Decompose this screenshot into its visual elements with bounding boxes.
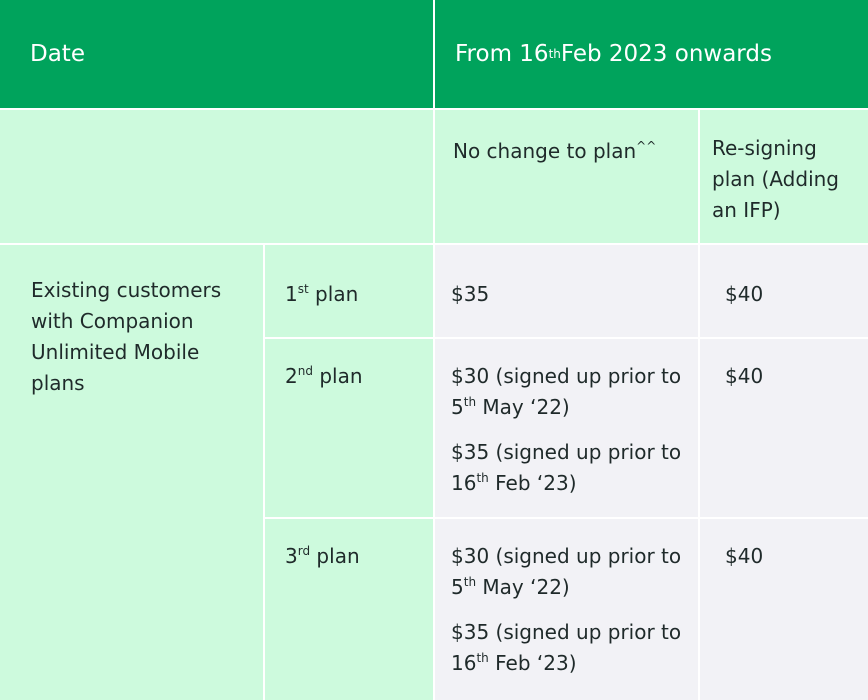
text: plan (312, 364, 363, 388)
text: May ‘22) (476, 395, 570, 419)
text: Feb ‘23) (488, 471, 577, 495)
superscript: rd (297, 544, 311, 558)
text: 1 (285, 282, 298, 306)
text: Date (30, 40, 85, 67)
text: Feb 2023 onwards (560, 40, 772, 67)
text: $35 (signed up prior to 16 (451, 620, 682, 675)
price-note: $30 (signed up prior to 5th May ‘22) (451, 541, 688, 603)
plan-cell: 1st plan (265, 245, 433, 337)
text: $35 (451, 282, 490, 306)
text: plan (310, 544, 360, 568)
blank-cell (0, 110, 433, 243)
text: $40 (725, 544, 764, 568)
text: No change to plan (453, 139, 637, 163)
text: 2 (285, 364, 298, 388)
header-date: Date (0, 0, 433, 108)
no-change-cell: $30 (signed up prior to 5th May ‘22) $35 … (435, 339, 698, 517)
resigning-cell: $40 (700, 339, 868, 517)
text: $35 (signed up prior to 16 (451, 440, 682, 495)
no-change-cell: $30 (signed up prior to 5th May ‘22) $35 … (435, 519, 698, 700)
resigning-cell: $40 (700, 519, 868, 700)
superscript: th (476, 471, 489, 485)
superscript: th (463, 395, 477, 409)
group-label: Existing customers with Companion Unlimi… (0, 245, 263, 700)
text: 3 (285, 544, 298, 568)
text: Re-signing plan (Adding an IFP) (712, 136, 839, 222)
superscript: nd (297, 364, 313, 378)
no-change-cell: $35 (435, 245, 698, 337)
price-note: $35 (signed up prior to 16th Feb ‘23) (451, 617, 688, 679)
superscript: st (297, 282, 309, 296)
price-note: $35 (451, 279, 688, 310)
text: Feb ‘23) (488, 651, 577, 675)
text: Existing customers with Companion Unlimi… (31, 278, 222, 395)
subheader-no-change: No change to plan^^ (435, 110, 698, 243)
resigning-cell: $40 (700, 245, 868, 337)
plan-cell: 3rd plan (265, 519, 433, 700)
text: $40 (725, 364, 764, 388)
text: plan (308, 282, 359, 306)
text: May ‘22) (476, 575, 570, 599)
text: $40 (725, 282, 764, 306)
superscript: th (463, 575, 477, 589)
subheader-resigning: Re-signing plan (Adding an IFP) (700, 110, 868, 243)
text: $30 (signed up prior to 5 (451, 544, 682, 599)
text: $30 (signed up prior to 5 (451, 364, 682, 419)
price-note: $35 (signed up prior to 16th Feb ‘23) (451, 437, 688, 499)
superscript: ^^ (636, 139, 657, 153)
price-note: $30 (signed up prior to 5th May ‘22) (451, 361, 688, 423)
plan-cell: 2nd plan (265, 339, 433, 517)
text: From 16 (455, 40, 549, 67)
superscript: th (476, 651, 489, 665)
